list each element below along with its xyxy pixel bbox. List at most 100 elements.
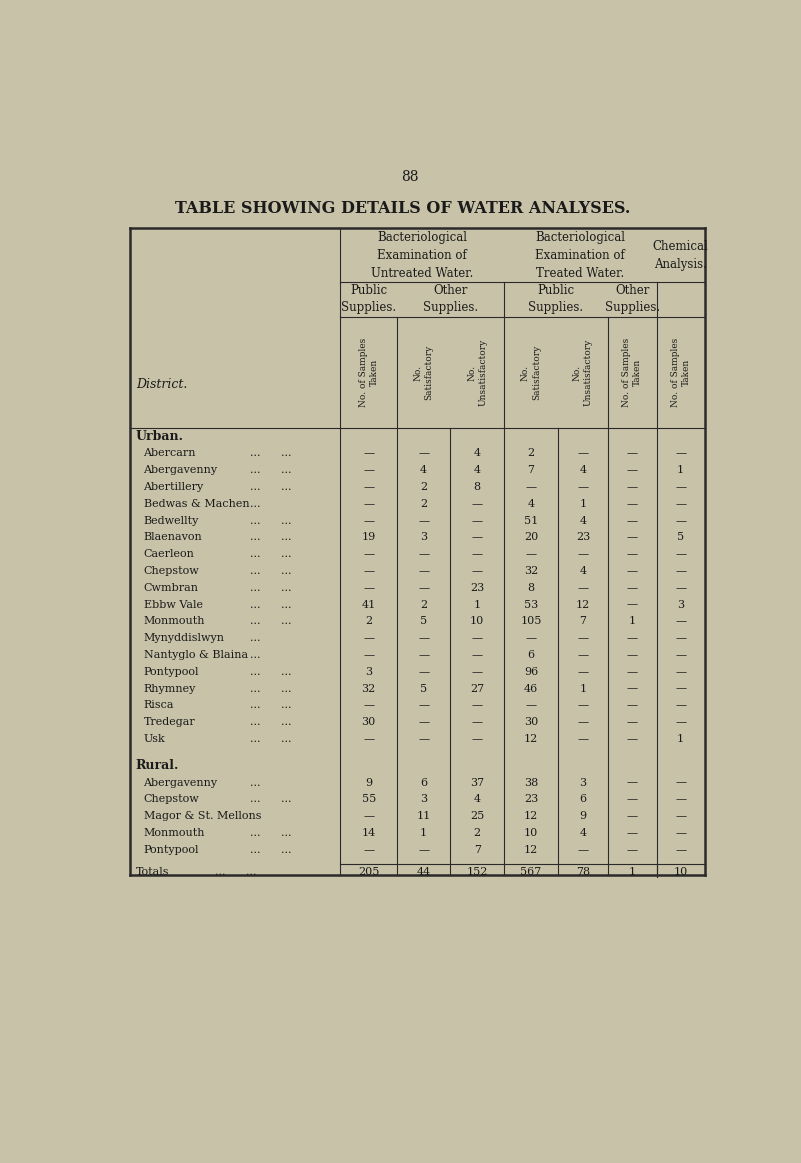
Text: 1: 1 <box>677 465 684 476</box>
Text: Public
Supplies.: Public Supplies. <box>529 284 583 314</box>
Text: —: — <box>578 650 589 659</box>
Text: —: — <box>418 449 429 458</box>
Text: ...: ... <box>280 533 292 542</box>
Text: 1: 1 <box>677 734 684 744</box>
Text: —: — <box>675 844 686 855</box>
Text: No. of Samples
Taken: No. of Samples Taken <box>359 338 379 407</box>
Text: 7: 7 <box>473 844 481 855</box>
Text: —: — <box>578 734 589 744</box>
Text: —: — <box>675 778 686 787</box>
Text: ...: ... <box>250 684 260 693</box>
Text: —: — <box>675 718 686 727</box>
Text: Ebbw Vale: Ebbw Vale <box>143 600 203 609</box>
Text: 14: 14 <box>361 828 376 837</box>
Text: No.
Unsatisfactory: No. Unsatisfactory <box>467 338 487 406</box>
Text: —: — <box>418 666 429 677</box>
Text: ...: ... <box>250 533 260 542</box>
Text: —: — <box>626 718 638 727</box>
Text: —: — <box>675 483 686 492</box>
Text: 10: 10 <box>674 868 688 877</box>
Text: ...: ... <box>246 868 256 877</box>
Text: No.
Unsatisfactory: No. Unsatisfactory <box>573 338 593 406</box>
Text: —: — <box>363 449 374 458</box>
Text: —: — <box>675 684 686 693</box>
Text: No. of Samples
Taken: No. of Samples Taken <box>670 338 690 407</box>
Text: 152: 152 <box>466 868 488 877</box>
Text: —: — <box>626 499 638 509</box>
Text: 23: 23 <box>470 583 485 593</box>
Text: —: — <box>675 449 686 458</box>
Text: —: — <box>418 734 429 744</box>
Text: 10: 10 <box>524 828 538 837</box>
Text: 11: 11 <box>417 811 431 821</box>
Text: Caerleon: Caerleon <box>143 549 195 559</box>
Text: —: — <box>675 828 686 837</box>
Text: —: — <box>472 499 483 509</box>
Text: 3: 3 <box>579 778 586 787</box>
Text: Nantyglo & Blaina: Nantyglo & Blaina <box>143 650 248 659</box>
Text: —: — <box>418 844 429 855</box>
Text: 41: 41 <box>361 600 376 609</box>
Text: ...: ... <box>215 868 225 877</box>
Text: 38: 38 <box>524 778 538 787</box>
Text: —: — <box>578 449 589 458</box>
Text: —: — <box>363 566 374 576</box>
Text: —: — <box>363 811 374 821</box>
Text: —: — <box>418 633 429 643</box>
Text: Urban.: Urban. <box>136 430 183 443</box>
Text: Pontypool: Pontypool <box>143 844 199 855</box>
Text: —: — <box>626 449 638 458</box>
Text: —: — <box>675 700 686 711</box>
Text: ...: ... <box>250 583 260 593</box>
Text: No.
Satisfactory: No. Satisfactory <box>521 345 541 400</box>
Text: —: — <box>472 549 483 559</box>
Text: ...: ... <box>250 499 260 509</box>
Text: Bedwellty: Bedwellty <box>143 515 199 526</box>
Text: Bacteriological
Examination of
Untreated Water.: Bacteriological Examination of Untreated… <box>371 230 473 279</box>
Text: —: — <box>578 583 589 593</box>
Text: 2: 2 <box>421 483 427 492</box>
Text: —: — <box>363 483 374 492</box>
Text: ...: ... <box>250 566 260 576</box>
Text: —: — <box>675 633 686 643</box>
Text: —: — <box>626 633 638 643</box>
Text: 105: 105 <box>521 616 541 627</box>
Text: Totals: Totals <box>136 868 169 877</box>
Text: TABLE SHOWING DETAILS OF WATER ANALYSES.: TABLE SHOWING DETAILS OF WATER ANALYSES. <box>175 200 630 217</box>
Text: —: — <box>578 633 589 643</box>
Text: —: — <box>626 666 638 677</box>
Text: ...: ... <box>250 666 260 677</box>
Text: 4: 4 <box>421 465 427 476</box>
Text: Mynyddislwyn: Mynyddislwyn <box>143 633 224 643</box>
Text: —: — <box>363 844 374 855</box>
Text: 20: 20 <box>524 533 538 542</box>
Text: 9: 9 <box>365 778 372 787</box>
Text: Chemical
Analysis.: Chemical Analysis. <box>653 240 708 271</box>
Text: 5: 5 <box>677 533 684 542</box>
Text: 55: 55 <box>361 794 376 805</box>
Text: 567: 567 <box>521 868 541 877</box>
Text: —: — <box>418 650 429 659</box>
Text: 4: 4 <box>579 566 586 576</box>
Text: 4: 4 <box>473 794 481 805</box>
Text: 4: 4 <box>579 515 586 526</box>
Text: ...: ... <box>280 616 292 627</box>
Text: —: — <box>363 583 374 593</box>
Text: —: — <box>626 778 638 787</box>
Text: —: — <box>626 533 638 542</box>
Text: ...: ... <box>250 778 260 787</box>
Text: 46: 46 <box>524 684 538 693</box>
Text: Tredegar: Tredegar <box>143 718 195 727</box>
Text: 12: 12 <box>576 600 590 609</box>
Text: Bedwas & Machen: Bedwas & Machen <box>143 499 249 509</box>
Text: 3: 3 <box>365 666 372 677</box>
Text: —: — <box>578 718 589 727</box>
Text: —: — <box>578 844 589 855</box>
Text: Abergavenny: Abergavenny <box>143 465 218 476</box>
Text: 8: 8 <box>473 483 481 492</box>
Text: 4: 4 <box>473 449 481 458</box>
Text: —: — <box>675 566 686 576</box>
Text: 7: 7 <box>579 616 586 627</box>
Text: 4: 4 <box>528 499 534 509</box>
Text: —: — <box>675 549 686 559</box>
